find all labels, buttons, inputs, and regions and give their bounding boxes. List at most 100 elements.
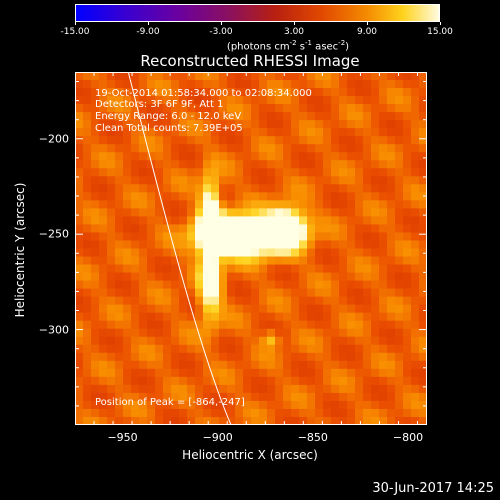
heatmap-cell	[195, 120, 204, 129]
heatmap-cell	[267, 112, 276, 121]
heatmap-cell	[219, 280, 228, 290]
heatmap-cell	[411, 152, 420, 161]
heatmap-cell	[219, 88, 228, 97]
heatmap-cell	[99, 296, 108, 306]
heatmap-cell	[403, 376, 412, 386]
heatmap-cell	[123, 352, 132, 362]
heatmap-cell	[419, 400, 427, 410]
heatmap-cell	[267, 136, 276, 145]
heatmap-cell	[411, 416, 420, 425]
heatmap-cell	[315, 208, 324, 218]
heatmap-cell	[227, 96, 236, 105]
heatmap-cell	[355, 152, 364, 161]
heatmap-cell	[235, 328, 244, 338]
heatmap-cell	[99, 160, 108, 169]
heatmap-cell	[123, 280, 132, 290]
heatmap-cell	[395, 168, 404, 177]
heatmap-cell	[235, 152, 244, 161]
heatmap-cell	[299, 112, 308, 121]
heatmap-cell	[379, 368, 388, 378]
heatmap-cell	[323, 416, 332, 425]
heatmap-cell	[203, 216, 212, 226]
heatmap-cell	[283, 336, 292, 346]
heatmap-cell	[275, 208, 284, 218]
heatmap-cell	[91, 176, 100, 185]
heatmap-cell	[323, 320, 332, 330]
heatmap-cell	[243, 352, 252, 362]
heatmap-cell	[123, 304, 132, 314]
heatmap-cell	[155, 96, 164, 105]
heatmap-cell	[371, 160, 380, 169]
plot-frame	[75, 72, 427, 425]
heatmap-cell	[291, 280, 300, 290]
heatmap-cell	[123, 112, 132, 121]
heatmap-cell	[115, 88, 124, 97]
heatmap-cell	[219, 288, 228, 298]
heatmap-cell	[99, 112, 108, 121]
heatmap-cell	[147, 320, 156, 330]
heatmap-cell	[187, 104, 196, 113]
heatmap-cell	[147, 136, 156, 145]
heatmap-cell	[187, 264, 196, 274]
heatmap-cell	[171, 104, 180, 113]
heatmap-cell	[227, 136, 236, 145]
heatmap-cell	[131, 296, 140, 306]
heatmap-cell	[179, 416, 188, 425]
heatmap-cell	[203, 256, 212, 266]
heatmap-cell	[379, 400, 388, 410]
heatmap-cell	[331, 400, 340, 410]
heatmap-cell	[155, 216, 164, 226]
heatmap-cell	[387, 360, 396, 370]
heatmap-cell	[131, 160, 140, 169]
heatmap-cell	[307, 368, 316, 378]
heatmap-cell	[371, 328, 380, 338]
heatmap-cell	[75, 176, 84, 185]
heatmap-cell	[275, 120, 284, 129]
heatmap-cell	[283, 208, 292, 218]
heatmap-cell	[387, 216, 396, 226]
heatmap-cell	[371, 336, 380, 346]
heatmap-cell	[275, 192, 284, 201]
heatmap-cell	[83, 400, 92, 410]
heatmap-cell	[91, 400, 100, 410]
heatmap-cell	[363, 384, 372, 394]
heatmap-cell	[187, 96, 196, 105]
x-tick-label: −800	[392, 431, 424, 444]
heatmap-cell	[347, 392, 356, 402]
heatmap-cell	[75, 400, 84, 410]
heatmap-cell	[147, 256, 156, 266]
heatmap-cell	[227, 224, 236, 234]
heatmap-cell	[323, 368, 332, 378]
heatmap-cell	[139, 352, 148, 362]
heatmap-cell	[243, 224, 252, 234]
heatmap-cell	[115, 128, 124, 137]
heatmap-cell	[219, 120, 228, 129]
heatmap-cell	[299, 416, 308, 425]
heatmap-cell	[227, 368, 236, 378]
heatmap-cell	[251, 272, 260, 282]
heatmap-cell	[387, 152, 396, 161]
heatmap-cell	[363, 136, 372, 145]
heatmap-cell	[403, 216, 412, 226]
heatmap-cell	[275, 416, 284, 425]
heatmap-cell	[91, 184, 100, 193]
heatmap-cell	[307, 120, 316, 129]
heatmap-cell	[123, 312, 132, 322]
heatmap-cell	[107, 176, 116, 185]
heatmap-cell	[139, 400, 148, 410]
heatmap-cell	[235, 256, 244, 266]
heatmap-cell	[83, 408, 92, 418]
heatmap-cell	[363, 288, 372, 298]
heatmap-cell	[387, 256, 396, 266]
heatmap-cell	[339, 376, 348, 386]
colorbar-tick-label: -9.00	[136, 27, 160, 37]
heatmap-cell	[371, 224, 380, 234]
heatmap-cell	[179, 248, 188, 258]
heatmap-cell	[91, 224, 100, 234]
heatmap-cell	[387, 240, 396, 250]
heatmap-cell	[291, 296, 300, 306]
heatmap-cell	[155, 168, 164, 177]
heatmap-cell	[403, 312, 412, 322]
heatmap-cell	[171, 72, 180, 81]
heatmap-cell	[307, 200, 316, 209]
